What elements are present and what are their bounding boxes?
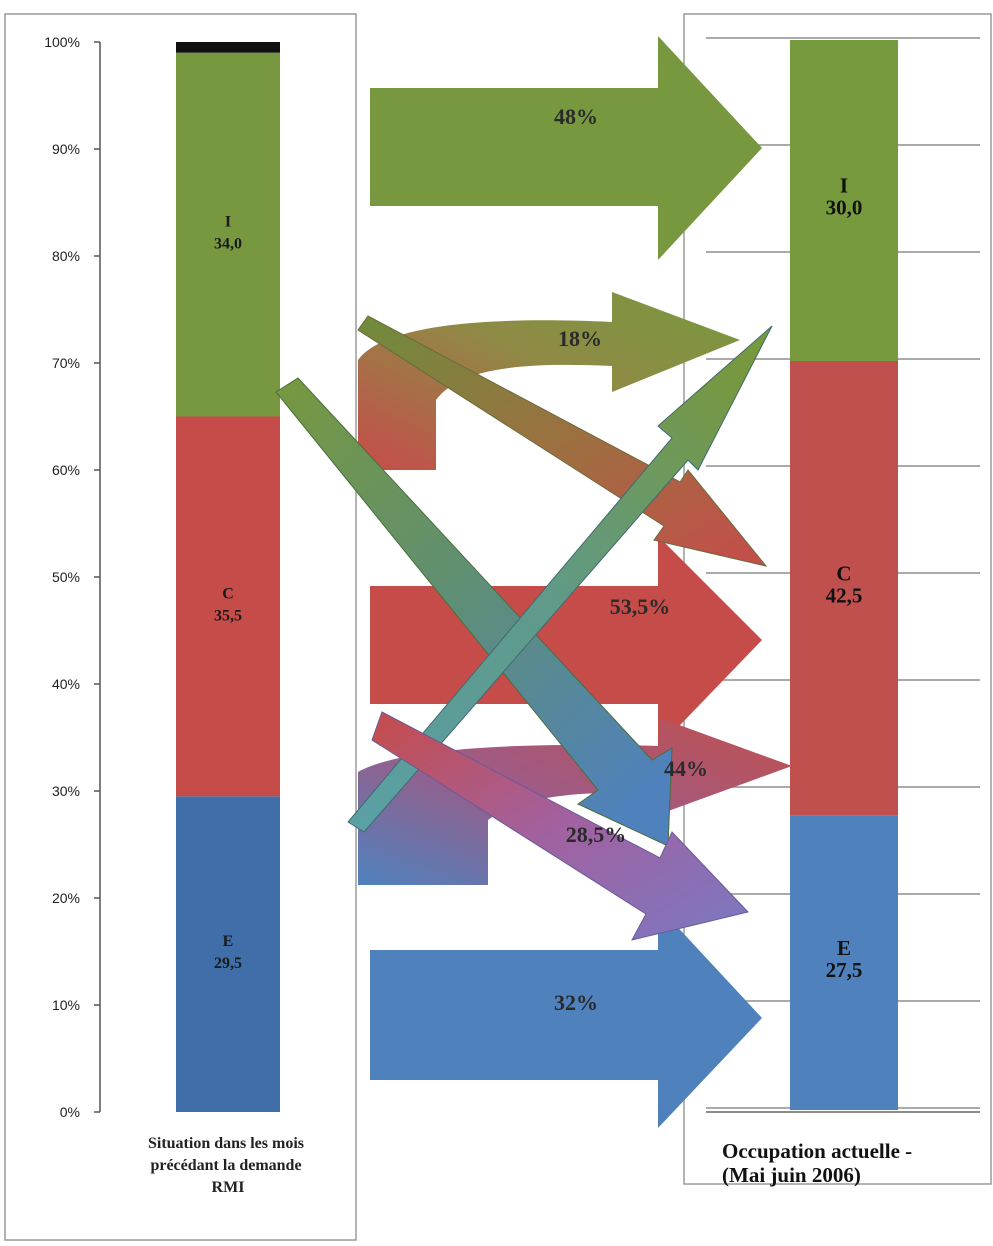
flow-labels: 48% 18% 53,5% 44% 28,5% 32% [554, 104, 708, 1015]
left-y-tick-label: 40% [52, 676, 80, 692]
left-caption: Situation dans les mois précédant la dem… [148, 1135, 308, 1196]
right-segment-value: 30,0 [826, 196, 863, 220]
left-y-tick-label: 80% [52, 248, 80, 264]
right-segment-i [790, 40, 898, 361]
right-segment-letter: C [836, 561, 851, 585]
right-caption-line: (Mai juin 2006) [722, 1163, 861, 1187]
left-segment-value: 34,0 [214, 236, 242, 253]
left-panel-frame [4, 13, 357, 1241]
left-y-tick-label: 20% [52, 890, 80, 906]
left-y-tick-label: 50% [52, 569, 80, 585]
right-caption: Occupation actuelle - (Mai juin 2006) [722, 1139, 917, 1187]
left-segment-letter: C [222, 585, 234, 602]
flow-e-to-e-arrow [370, 906, 762, 1128]
flow-c-to-i-arrow [358, 292, 740, 470]
flow-arrows [275, 36, 792, 1128]
left-segment-value: 29,5 [214, 955, 242, 972]
right-segment-value: 42,5 [826, 583, 863, 607]
flow-c-to-e-arrow [371, 711, 749, 941]
left-y-ticks: 0% 10% 20% 30% 40% 50% 60% 70% 80% 90% 100% [44, 34, 100, 1120]
right-segment-c [790, 361, 898, 816]
flow-i-to-e-arrow [275, 377, 673, 847]
left-segment-c [176, 416, 280, 797]
left-y-tick-label: 70% [52, 355, 80, 371]
flow-i-to-i-arrow [370, 36, 762, 260]
flow-c-to-c-label: 53,5% [610, 594, 671, 619]
right-caption-line: Occupation actuelle - [722, 1139, 912, 1163]
left-caption-line: Situation dans les mois [148, 1135, 304, 1152]
flow-e-to-c-label: 44% [664, 756, 708, 781]
left-segment-value: 35,5 [214, 607, 242, 624]
right-stacked-bar: E27,5 C42,5 I30,0 [790, 40, 898, 1110]
left-y-tick-label: 0% [60, 1104, 80, 1120]
flow-i-to-c-arrow [357, 315, 768, 567]
flow-c-to-e-label: 28,5% [566, 822, 627, 847]
left-panel: 0% 10% 20% 30% 40% 50% 60% 70% 80% 90% 100% E 29,5 C… [4, 13, 357, 1241]
left-segment-letter: I [225, 214, 231, 231]
left-segment-other [176, 42, 280, 53]
flow-e-to-e-label: 32% [554, 990, 598, 1015]
right-segment-value: 27,5 [826, 958, 863, 982]
left-caption-line: précédant la demande [150, 1157, 301, 1174]
flow-i-to-i-label: 48% [554, 104, 598, 129]
left-segment-i [176, 52, 280, 417]
right-segment-e [790, 815, 898, 1110]
left-y-tick-label: 90% [52, 141, 80, 157]
left-y-tick-label: 10% [52, 997, 80, 1013]
left-y-tick-label: 100% [44, 34, 80, 50]
left-y-tick-label: 60% [52, 462, 80, 478]
left-segment-e [176, 796, 280, 1112]
right-segment-letter: E [837, 936, 851, 960]
left-segment-letter: E [223, 933, 234, 950]
left-y-tick-label: 30% [52, 783, 80, 799]
flow-c-to-i-label: 18% [558, 326, 602, 351]
flow-e-to-i-arrow [347, 325, 773, 833]
left-caption-line: RMI [212, 1179, 245, 1196]
right-segment-letter: I [840, 174, 848, 198]
left-stacked-bar: E 29,5 C 35,5 I 34,0 [176, 42, 280, 1112]
